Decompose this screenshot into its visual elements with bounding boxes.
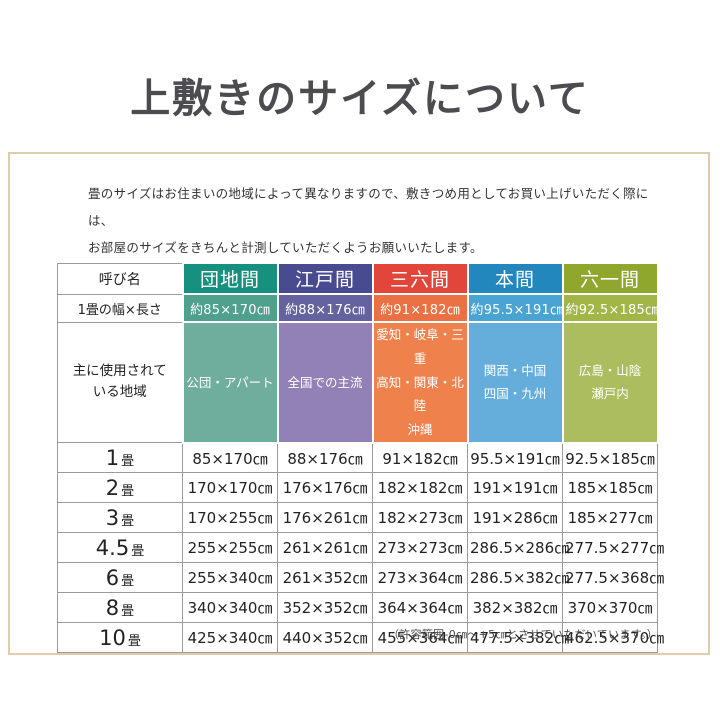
mat-count: 10 [99,625,126,650]
dimension-cell: 92.5×185㎝ [562,442,658,474]
dimension-cell: 477.5×382㎝ [467,622,569,654]
column-header-rokuichima: 六一間 [561,262,659,295]
mat-unit: 畳 [121,513,135,529]
intro-line-2: お部屋のサイズをきちんと計測していただくようお願いいたします。 [88,240,483,255]
dimension-cell: 273×273㎝ [372,532,468,564]
region-cell: 全国での主流 [276,321,374,444]
region-cell: 愛知・岐阜・三重 高知・関東・北陸 沖縄 [371,321,469,444]
dimension-cell: 176×176㎝ [277,472,373,504]
region-cell: 公団・アパート [181,321,279,444]
dimension-cell: 185×277㎝ [562,502,658,534]
intro-text: 畳のサイズはお住まいの地域によって異なりますので、敷きつめ用としてお買い上げいた… [88,180,668,261]
corner-header-cell: 呼び名 [57,262,183,295]
region-row: 主に使用されて いる地域 公団・アパート 全国での主流 愛知・岐阜・三重 高知・… [57,321,659,444]
dimension-cell: 462.5×370㎝ [562,622,664,654]
column-header-danchima: 団地間 [181,262,279,295]
mat-unit: 畳 [127,633,141,649]
dimension-cell: 382×382㎝ [467,592,563,624]
column-header-saburokuma: 三六間 [371,262,469,295]
dimension-cell: 182×273㎝ [372,502,468,534]
mat-size-cell: 約92.5×185㎝ [561,293,659,323]
dimension-cell: 352×352㎝ [277,592,373,624]
mat-unit: 畳 [131,543,145,559]
mat-count: 3 [105,505,120,530]
mat-count: 4.5 [95,535,130,560]
dimension-cell: 255×255㎝ [182,532,278,564]
dimension-cell: 286.5×382㎝ [467,562,569,594]
mat-unit: 畳 [121,573,135,589]
mat-count: 6 [105,565,120,590]
region-cell: 広島・山陰 瀬戸内 [561,321,659,444]
dimension-cell: 364×364㎝ [372,592,468,624]
table-row-10jo: 10 畳 425×340㎝ 440×352㎝ 455×364㎝ 477.5×382… [57,622,664,654]
dimension-cell: 182×182㎝ [372,472,468,504]
dimension-cell: 191×286㎝ [467,502,563,534]
mat-size-row-label: 1畳の幅×長さ [57,293,183,323]
mat-unit: 畳 [121,453,135,469]
mat-size-cell: 約95.5×191㎝ [466,293,564,323]
dimension-cell: 170×255㎝ [182,502,278,534]
dimension-cell: 88×176㎝ [277,442,373,474]
column-header-edoma: 江戸間 [276,262,374,295]
dimension-cell: 425×340㎝ [182,622,278,654]
dimension-cell: 277.5×368㎝ [562,562,664,594]
mat-unit: 畳 [121,603,135,619]
mat-count: 2 [105,475,120,500]
dimension-cell: 277.5×277㎝ [562,532,664,564]
dimension-cell: 273×364㎝ [372,562,468,594]
tolerance-note: （許容範囲-0㎝～+5㎝とさせていただいています。） [387,628,658,641]
mat-size-cell: 約91×182㎝ [371,293,469,323]
dimension-cell: 455×364㎝ [372,622,468,654]
dimension-cell: 440×352㎝ [277,622,373,654]
mat-count: 8 [105,595,120,620]
dimension-cell: 261×261㎝ [277,532,373,564]
dimension-cell: 340×340㎝ [182,592,278,624]
page-title: 上敷きのサイズについて [130,75,590,122]
mat-count: 1 [105,445,120,470]
dimension-cell: 95.5×191㎝ [467,442,563,474]
dimension-cell: 85×170㎝ [182,442,278,474]
dimension-cell: 286.5×286㎝ [467,532,569,564]
mat-unit: 畳 [121,483,135,499]
mat-size-row: 1畳の幅×長さ 約85×170㎝ 約88×176㎝ 約91×182㎝ 約95.5… [57,293,659,323]
dimension-cell: 370×370㎝ [562,592,658,624]
tatami-size-table: 呼び名 団地間 江戸間 三六間 本間 六一間 1畳の幅×長さ 約85×170㎝ … [57,262,664,654]
content-frame [8,152,710,655]
dimension-cell: 185×185㎝ [562,472,658,504]
dimension-cell: 261×352㎝ [277,562,373,594]
dimension-cell: 255×340㎝ [182,562,278,594]
region-row-label: 主に使用されて いる地域 [57,321,183,444]
dimension-cell: 91×182㎝ [372,442,468,474]
table-header-row: 呼び名 団地間 江戸間 三六間 本間 六一間 [57,262,659,295]
intro-line-1: 畳のサイズはお住まいの地域によって異なりますので、敷きつめ用としてお買い上げいた… [88,186,649,228]
table-row-4-5jo: 4.5 畳 255×255㎝ 261×261㎝ 273×273㎝ 286.5×28… [57,532,664,564]
mat-size-cell: 約85×170㎝ [181,293,279,323]
region-cell: 関西・中国 四国・九州 [466,321,564,444]
dimension-cell: 170×170㎝ [182,472,278,504]
dimension-cell: 176×261㎝ [277,502,373,534]
dimension-cell: 191×191㎝ [467,472,563,504]
column-header-honma: 本間 [466,262,564,295]
mat-size-cell: 約88×176㎝ [276,293,374,323]
row-label: 10 畳 [57,622,183,654]
row-label: 4.5 畳 [57,532,183,564]
